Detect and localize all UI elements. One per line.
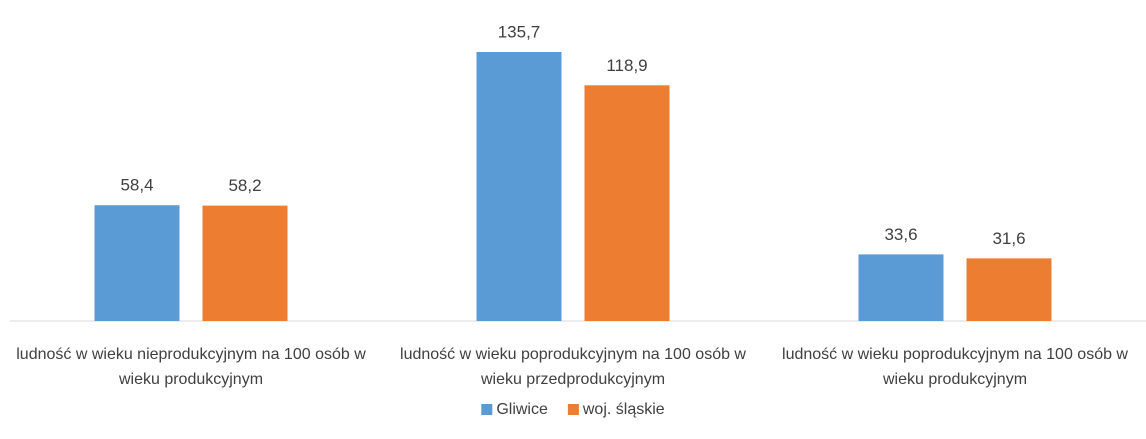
bar bbox=[94, 205, 180, 321]
x-tick-label: ludność w wieku poprodukcyjnym na 100 os… bbox=[400, 346, 746, 388]
bar bbox=[202, 205, 288, 321]
data-label: 58,4 bbox=[120, 176, 153, 195]
x-tick-label: ludność w wieku nieprodukcyjnym na 100 o… bbox=[16, 346, 366, 388]
legend: Gliwice woj. śląskie bbox=[481, 401, 665, 418]
legend-label: woj. śląskie bbox=[582, 401, 665, 418]
legend-swatch bbox=[567, 404, 579, 415]
data-label: 33,6 bbox=[884, 225, 917, 244]
legend-label: Gliwice bbox=[496, 401, 548, 418]
data-label: 135,7 bbox=[498, 22, 541, 41]
bar bbox=[584, 85, 670, 321]
legend-swatch bbox=[481, 404, 493, 415]
data-label: 118,9 bbox=[606, 56, 647, 75]
bar bbox=[966, 258, 1052, 321]
bar bbox=[476, 52, 562, 321]
bar bbox=[858, 254, 944, 321]
data-label: 58,2 bbox=[228, 176, 261, 195]
data-label: 31,6 bbox=[992, 229, 1025, 248]
x-tick-label: ludność w wieku poprodukcyjnym na 100 os… bbox=[782, 346, 1128, 388]
